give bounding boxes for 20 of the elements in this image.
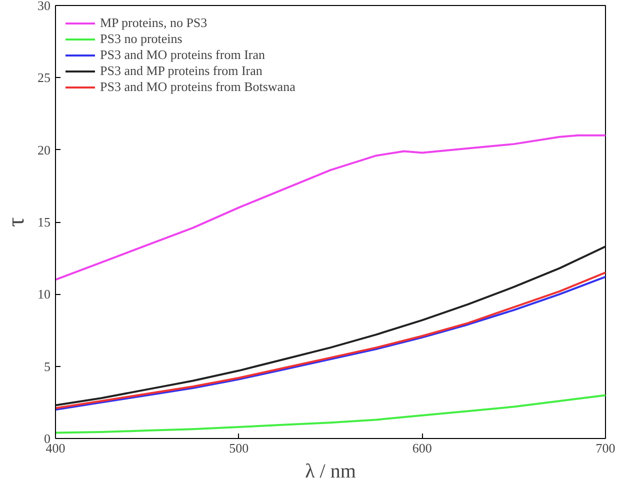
legend-label: MP proteins, no PS3 bbox=[100, 15, 208, 31]
y-tick-label: 0 bbox=[44, 431, 50, 446]
line-series bbox=[56, 394, 606, 434]
x-tick-label: 600 bbox=[412, 440, 432, 456]
legend-label: PS3 and MO proteins from Iran bbox=[100, 47, 266, 63]
y-tick-label: 25 bbox=[38, 70, 50, 86]
line-series bbox=[56, 246, 606, 406]
y-tick-label: 20 bbox=[38, 142, 50, 158]
x-tick-label: 700 bbox=[596, 440, 616, 456]
legend-label: PS3 no proteins bbox=[100, 31, 182, 47]
x-tick-label: 500 bbox=[229, 440, 249, 456]
legend-label: PS3 and MO proteins from Botswana bbox=[100, 79, 296, 95]
y-tick-label: 10 bbox=[38, 286, 50, 302]
line-series bbox=[56, 134, 606, 281]
y-tick-label: 30 bbox=[38, 0, 50, 13]
y-axis-title: τ bbox=[4, 216, 30, 227]
legend-label: PS3 and MP proteins from Iran bbox=[100, 63, 262, 79]
y-tick-label: 5 bbox=[44, 358, 50, 374]
x-axis-title: λ / nm bbox=[305, 460, 356, 482]
y-tick-label: 15 bbox=[38, 214, 50, 230]
